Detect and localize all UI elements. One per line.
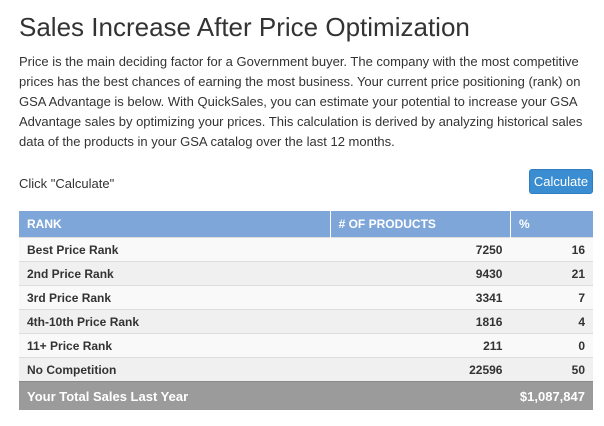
products-cell: 211 — [330, 333, 511, 358]
percent-cell: 50 — [510, 357, 593, 382]
click-hint: Click "Calculate" — [19, 176, 115, 191]
rank-cell: Best Price Rank — [19, 237, 331, 262]
table-row: No Competition 22596 50 — [19, 357, 593, 382]
total-sales-row: Your Total Sales Last Year $1,087,847 — [19, 381, 593, 410]
rank-cell: 3rd Price Rank — [19, 285, 331, 310]
products-cell: 1816 — [330, 309, 511, 334]
price-rank-table: RANK # OF PRODUCTS % Best Price Rank 725… — [19, 211, 593, 410]
products-cell: 9430 — [330, 261, 511, 286]
products-cell: 3341 — [330, 285, 511, 310]
table-row: Best Price Rank 7250 16 — [19, 237, 593, 262]
total-sales-value: $1,087,847 — [510, 381, 593, 410]
products-cell: 7250 — [330, 237, 511, 262]
table-row: 2nd Price Rank 9430 21 — [19, 261, 593, 286]
percent-column-header: % — [510, 211, 593, 238]
calculate-button[interactable]: Calculate — [529, 169, 593, 194]
rank-cell: 11+ Price Rank — [19, 333, 331, 358]
rank-cell: No Competition — [19, 357, 331, 382]
rank-cell: 4th-10th Price Rank — [19, 309, 331, 334]
rank-cell: 2nd Price Rank — [19, 261, 331, 286]
table-row: 3rd Price Rank 3341 7 — [19, 285, 593, 310]
percent-cell: 21 — [510, 261, 593, 286]
percent-cell: 0 — [510, 333, 593, 358]
table-row: 4th-10th Price Rank 1816 4 — [19, 309, 593, 334]
percent-cell: 7 — [510, 285, 593, 310]
total-sales-label: Your Total Sales Last Year — [19, 381, 511, 410]
table-header-row: RANK # OF PRODUCTS % — [19, 211, 593, 238]
page-description: Price is the main deciding factor for a … — [19, 54, 583, 149]
rank-column-header: RANK — [19, 211, 331, 238]
percent-cell: 16 — [510, 237, 593, 262]
table-row: 11+ Price Rank 211 0 — [19, 333, 593, 358]
products-cell: 22596 — [330, 357, 511, 382]
percent-cell: 4 — [510, 309, 593, 334]
products-column-header: # OF PRODUCTS — [330, 211, 511, 238]
page-title: Sales Increase After Price Optimization — [19, 12, 470, 42]
